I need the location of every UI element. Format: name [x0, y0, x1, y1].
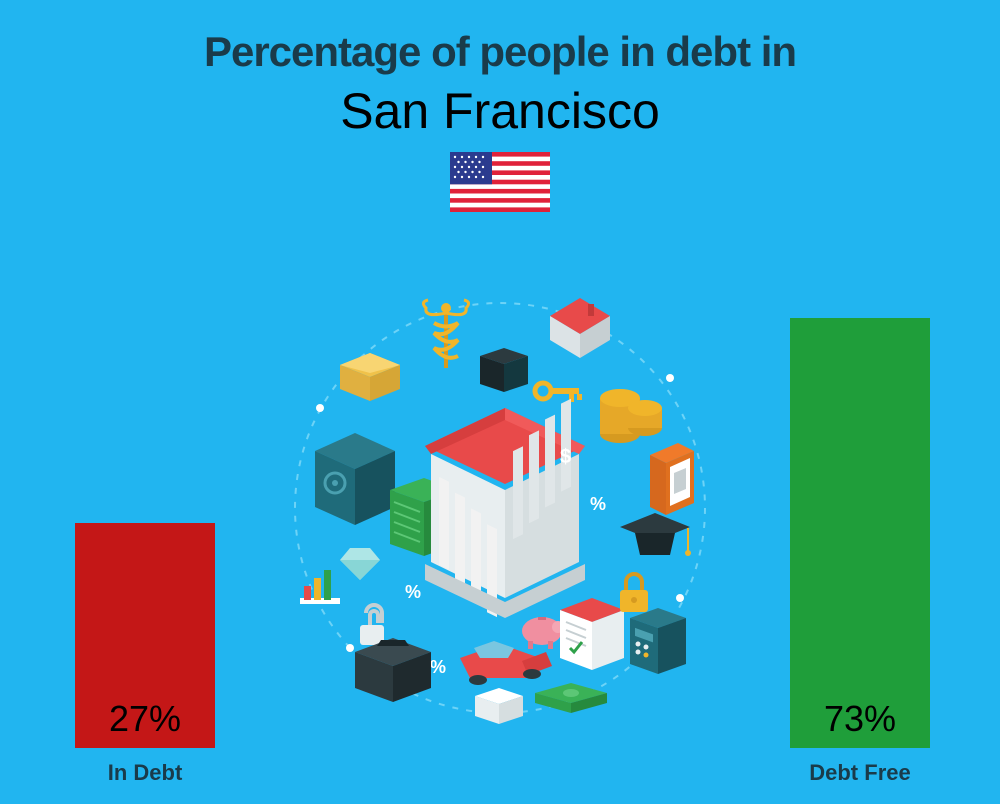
title-sub: San Francisco: [0, 82, 1000, 140]
briefcase-icon: [355, 638, 431, 702]
grad-cap-icon: [620, 513, 691, 556]
clipboard-icon: [560, 598, 624, 670]
bar-in_debt: 27%: [75, 523, 215, 748]
cash-bill-icon: [535, 683, 607, 713]
dollar-sign-icon: $: [560, 446, 571, 468]
coins-icon: [600, 389, 662, 443]
calculator-icon: [630, 608, 686, 674]
bar-value-debt_free: 73%: [790, 698, 930, 740]
phone-icon: [650, 443, 694, 515]
percent-sign-icon: %: [405, 582, 421, 602]
bar-value-in_debt: 27%: [75, 698, 215, 740]
safe-icon: [315, 433, 395, 525]
percent-sign-icon: %: [430, 657, 446, 677]
title-main: Percentage of people in debt in: [0, 28, 1000, 76]
percent-sign-icon: %: [590, 494, 606, 514]
flag-canton: [450, 152, 492, 184]
bar-label-in_debt: In Debt: [75, 760, 215, 786]
car-icon: [460, 641, 552, 685]
calculator-small-icon: [480, 348, 528, 392]
diamond-icon: [340, 548, 380, 580]
piggy-icon: [522, 617, 564, 649]
caduceus-icon: [423, 300, 468, 368]
bar-label-debt_free: Debt Free: [790, 760, 930, 786]
padlock-open-icon: [360, 605, 384, 645]
finance-collage-icon: $ $ % % %: [280, 288, 720, 728]
padlock-icon: [620, 574, 648, 612]
bank-icon: [425, 399, 585, 618]
house-icon: [550, 298, 610, 358]
envelope-icon: [340, 353, 400, 401]
flag-icon: [450, 152, 550, 212]
document-icon: [475, 688, 523, 724]
key-icon: [535, 383, 582, 402]
bar-debt_free: 73%: [790, 318, 930, 748]
